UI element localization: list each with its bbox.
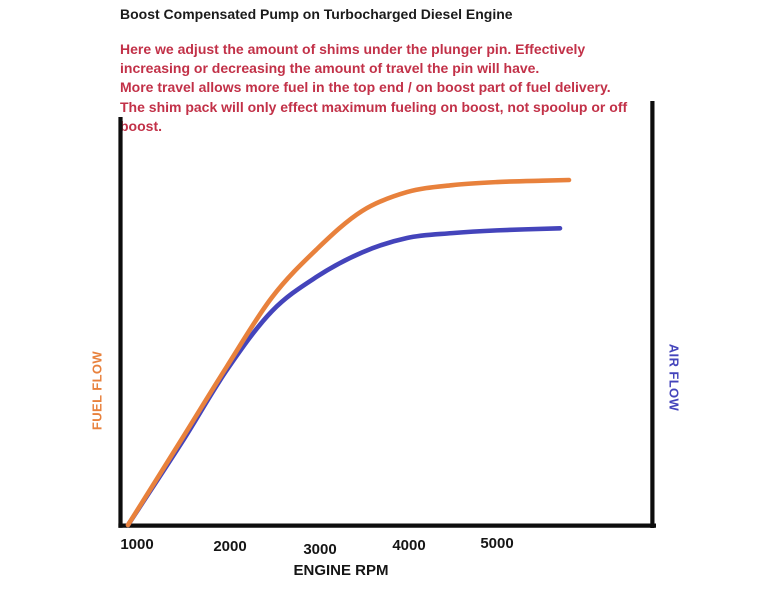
annotation-text: Here we adjust the amount of shims under…	[120, 40, 627, 136]
annotation-line: The shim pack will only effect maximum f…	[120, 98, 628, 115]
annotation-line: More travel allows more fuel in the top …	[120, 79, 611, 96]
x-tick-4000: 4000	[392, 537, 426, 554]
x-tick-3000: 3000	[303, 541, 337, 558]
annotation-line: increasing or decreasing the amount of t…	[120, 60, 540, 77]
x-axis-label: ENGINE RPM	[293, 562, 389, 579]
x-tick-2000: 2000	[213, 538, 247, 555]
right-axis-label: AIR FLOW	[666, 343, 682, 412]
air-flow-curve	[125, 226, 563, 528]
annotation-line: boost.	[120, 117, 162, 134]
annotation-line: Here we adjust the amount of shims under…	[120, 41, 586, 57]
chart-title: Boost Compensated Pump on Turbocharged D…	[120, 6, 513, 22]
x-tick-5000: 5000	[480, 535, 514, 552]
fuel-flow-curve	[125, 177, 572, 528]
x-tick-1000: 1000	[120, 536, 154, 553]
left-axis-label: FUEL FLOW	[89, 350, 105, 431]
